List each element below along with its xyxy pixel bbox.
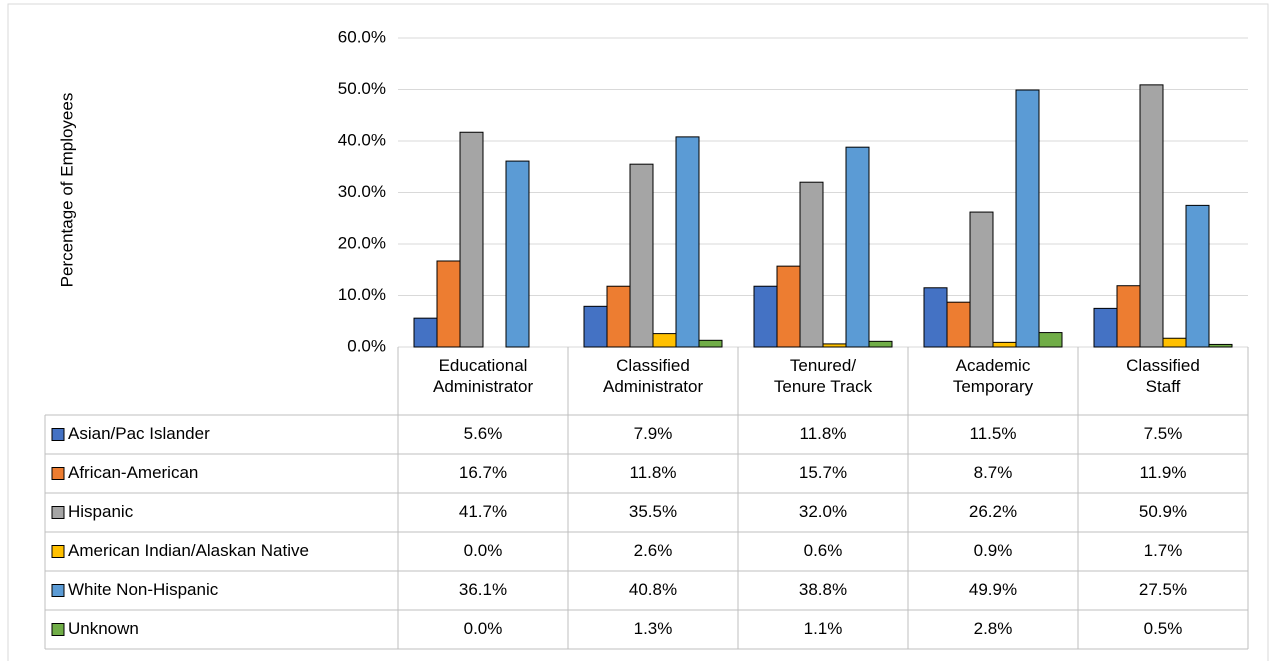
table-value: 0.0% [464,541,503,560]
bar [413,317,438,348]
table-value: 7.5% [1144,424,1183,443]
bar [505,160,530,348]
table-value: 1.3% [634,619,673,638]
bar [1038,332,1063,348]
legend-label: Asian/Pac Islander [68,424,210,443]
y-tick-label: 0.0% [347,336,386,355]
legend-swatch [51,428,65,441]
y-tick-label: 60.0% [338,27,386,46]
bar [1162,337,1187,348]
table-value: 11.8% [630,463,677,482]
x-tick-label: Classified Administrator [603,356,704,396]
bar [969,211,994,348]
bar [776,265,801,348]
table-value: 35.5% [629,502,677,521]
legend-label: Unknown [68,619,139,638]
y-axis-label: Percentage of Employees [57,93,76,288]
bar [606,285,631,348]
table-value: 36.1% [459,580,507,599]
bar [868,340,893,348]
y-tick-label: 40.0% [338,130,386,149]
bar [1116,285,1141,348]
table-value: 50.9% [1139,502,1187,521]
table-value: 7.9% [634,424,673,443]
table-value: 5.6% [464,424,503,443]
table-value: 26.2% [969,502,1017,521]
table-value: 15.7% [799,463,847,482]
bar [1015,89,1040,348]
bar [845,146,870,348]
chart-frame [7,3,1269,661]
bar [675,136,700,348]
table-value: 40.8% [629,580,677,599]
x-tick-label: Tenured/ Tenure Track [773,356,873,396]
legend-swatch [51,623,65,636]
legend-label: Hispanic [68,502,134,521]
y-tick-label: 50.0% [338,79,386,98]
table-value: 11.8% [800,424,847,443]
x-tick-label: Classified Staff [1126,356,1200,396]
legend-swatch [51,467,65,480]
table-value: 16.7% [459,463,507,482]
table-value: 27.5% [1139,580,1187,599]
bar [629,163,654,348]
legend-swatch [51,506,65,519]
bar [652,333,677,348]
table-value: 1.7% [1144,541,1183,560]
legend-label: American Indian/Alaskan Native [68,541,309,560]
table-value: 32.0% [799,502,847,521]
legend-label: African-American [68,463,198,482]
bar [698,339,723,348]
table-value: 1.1% [804,619,843,638]
table-value: 0.6% [804,541,843,560]
bar [946,301,971,348]
bar [1139,84,1164,348]
table-value: 2.8% [974,619,1013,638]
table-value: 11.5% [970,424,1017,443]
bar [1185,204,1210,348]
table-value: 0.9% [974,541,1013,560]
table-value: 38.8% [799,580,847,599]
x-tick-label: Academic Temporary [952,356,1034,396]
bar [923,287,948,348]
bar [459,131,484,348]
table-value: 0.0% [464,619,503,638]
table-value: 8.7% [974,463,1013,482]
table-value: 11.9% [1140,463,1187,482]
bar [753,285,778,348]
legend-swatch [51,584,65,597]
table-value: 49.9% [969,580,1017,599]
y-tick-label: 20.0% [338,233,386,252]
bar [822,343,847,348]
y-tick-label: 30.0% [338,182,386,201]
legend-swatch [51,545,65,558]
table-value: 41.7% [459,502,507,521]
x-tick-label: Educational Administrator [433,356,534,396]
bar [992,341,1017,348]
bar [1208,343,1233,348]
table-value: 0.5% [1144,619,1183,638]
bar [1093,307,1118,348]
bar [583,305,608,348]
table-value: 2.6% [634,541,673,560]
y-tick-label: 10.0% [338,285,386,304]
bar [799,181,824,348]
legend-label: White Non-Hispanic [68,580,219,599]
bar [436,260,461,348]
